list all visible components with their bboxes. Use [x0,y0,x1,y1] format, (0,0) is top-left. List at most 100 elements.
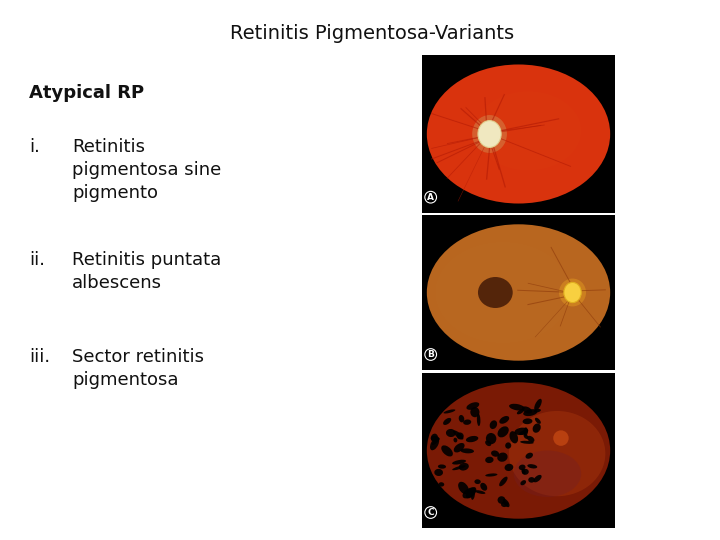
Ellipse shape [454,403,582,498]
Ellipse shape [482,265,555,320]
Ellipse shape [515,428,528,435]
Ellipse shape [489,271,549,315]
Ellipse shape [480,483,487,491]
Ellipse shape [452,460,466,464]
Ellipse shape [505,282,532,303]
Ellipse shape [498,118,539,150]
Ellipse shape [526,453,533,459]
Ellipse shape [475,418,562,483]
Ellipse shape [467,402,480,410]
Ellipse shape [453,430,464,440]
Ellipse shape [438,73,599,195]
Ellipse shape [454,85,582,183]
Ellipse shape [429,226,608,359]
Ellipse shape [441,446,453,456]
Ellipse shape [468,413,569,488]
Ellipse shape [431,436,439,442]
Ellipse shape [434,469,443,476]
Ellipse shape [456,433,464,440]
Ellipse shape [462,408,576,493]
Ellipse shape [478,120,501,147]
Ellipse shape [445,78,592,190]
Text: Retinitis puntata
albescens: Retinitis puntata albescens [72,251,221,292]
Ellipse shape [444,409,455,414]
Ellipse shape [447,397,590,503]
Ellipse shape [471,490,475,500]
Ellipse shape [462,91,576,178]
Ellipse shape [438,391,599,510]
Ellipse shape [454,438,457,442]
Ellipse shape [512,287,526,298]
Ellipse shape [500,120,537,148]
Ellipse shape [436,71,601,197]
Ellipse shape [470,256,567,328]
Ellipse shape [528,477,535,483]
Ellipse shape [475,91,581,170]
Ellipse shape [553,430,569,446]
Ellipse shape [466,94,571,174]
Ellipse shape [445,238,592,347]
Ellipse shape [431,68,606,200]
Ellipse shape [438,464,446,469]
Text: iii.: iii. [29,348,50,366]
Ellipse shape [466,436,478,442]
Ellipse shape [450,241,588,343]
Ellipse shape [443,418,451,425]
Text: Retinitis
pigmentosa sine
pigmento: Retinitis pigmentosa sine pigmento [72,138,221,201]
Ellipse shape [482,423,555,478]
Ellipse shape [436,231,601,354]
Ellipse shape [431,434,438,442]
Ellipse shape [450,400,588,502]
Ellipse shape [491,430,546,471]
Ellipse shape [519,430,528,435]
Ellipse shape [480,422,557,480]
Ellipse shape [514,289,523,296]
Ellipse shape [452,465,466,470]
Ellipse shape [507,442,530,459]
Ellipse shape [464,409,574,491]
Text: B: B [427,350,434,359]
Ellipse shape [495,117,541,151]
Ellipse shape [513,450,581,497]
Ellipse shape [507,284,530,301]
Ellipse shape [433,70,603,198]
Ellipse shape [441,75,596,193]
Ellipse shape [521,469,526,474]
Ellipse shape [484,267,553,318]
Text: A: A [427,193,434,202]
Ellipse shape [486,433,496,444]
Ellipse shape [464,252,574,333]
Text: C: C [428,508,434,517]
Ellipse shape [509,404,525,410]
Ellipse shape [498,426,509,437]
Text: i.: i. [29,138,40,156]
Ellipse shape [517,409,524,414]
Ellipse shape [458,482,469,494]
Ellipse shape [521,480,526,485]
Ellipse shape [535,418,541,424]
Ellipse shape [480,104,557,164]
Ellipse shape [509,444,528,457]
Ellipse shape [485,474,498,477]
Ellipse shape [470,415,567,487]
Ellipse shape [475,260,562,325]
Ellipse shape [485,457,494,463]
Ellipse shape [512,446,526,456]
Ellipse shape [475,101,562,167]
Ellipse shape [459,463,469,470]
Ellipse shape [462,488,476,498]
Ellipse shape [498,496,505,504]
Ellipse shape [452,243,585,342]
Ellipse shape [564,282,581,302]
Ellipse shape [452,84,585,184]
Ellipse shape [472,115,507,153]
Ellipse shape [527,436,534,442]
Ellipse shape [491,113,546,155]
Ellipse shape [523,427,528,436]
Ellipse shape [493,115,544,153]
Ellipse shape [505,442,511,449]
Ellipse shape [436,389,601,512]
Text: Retinitis Pigmentosa-Variants: Retinitis Pigmentosa-Variants [230,24,515,43]
Ellipse shape [456,87,580,181]
Ellipse shape [514,131,523,138]
